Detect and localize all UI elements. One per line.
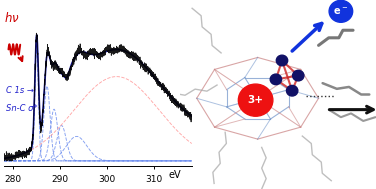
Text: 3+: 3+ — [248, 95, 264, 105]
Text: Sn-C σ*: Sn-C σ* — [6, 104, 38, 113]
Circle shape — [276, 55, 288, 66]
Text: e$^-$: e$^-$ — [334, 6, 349, 17]
Circle shape — [287, 85, 298, 96]
Text: eV: eV — [168, 170, 181, 180]
Circle shape — [329, 0, 353, 22]
Circle shape — [293, 70, 304, 81]
Circle shape — [238, 84, 273, 116]
Circle shape — [270, 74, 282, 85]
Text: $h\nu$: $h\nu$ — [5, 11, 20, 25]
Text: C 1s →: C 1s → — [6, 86, 34, 95]
